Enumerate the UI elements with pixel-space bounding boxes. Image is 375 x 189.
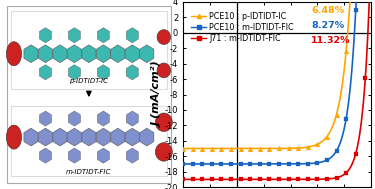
Polygon shape: [96, 45, 111, 63]
Polygon shape: [39, 65, 51, 80]
Circle shape: [155, 143, 172, 161]
Polygon shape: [68, 65, 81, 80]
Polygon shape: [82, 128, 96, 146]
Polygon shape: [68, 28, 81, 43]
Polygon shape: [68, 148, 81, 163]
Text: 11.32%: 11.32%: [311, 36, 351, 45]
Polygon shape: [98, 28, 109, 43]
Polygon shape: [68, 111, 81, 126]
Text: 8.27%: 8.27%: [311, 21, 344, 30]
Polygon shape: [98, 65, 109, 80]
Text: 6.48%: 6.48%: [311, 6, 344, 15]
Polygon shape: [126, 111, 138, 126]
Polygon shape: [39, 111, 51, 126]
Polygon shape: [82, 45, 96, 63]
Ellipse shape: [6, 42, 22, 66]
Polygon shape: [126, 65, 138, 80]
Polygon shape: [53, 45, 67, 63]
Polygon shape: [38, 45, 53, 63]
Polygon shape: [111, 128, 125, 146]
Circle shape: [157, 63, 171, 78]
Polygon shape: [39, 148, 51, 163]
Polygon shape: [125, 45, 140, 63]
Text: p-IDTIDT-IC: p-IDTIDT-IC: [69, 78, 108, 84]
FancyBboxPatch shape: [10, 11, 167, 89]
Polygon shape: [126, 28, 138, 43]
Y-axis label: J (mA/cm²): J (mA/cm²): [153, 62, 163, 127]
Polygon shape: [53, 128, 67, 146]
Polygon shape: [125, 128, 140, 146]
Polygon shape: [68, 128, 81, 146]
Polygon shape: [24, 45, 38, 63]
Polygon shape: [39, 28, 51, 43]
Circle shape: [155, 113, 172, 132]
Circle shape: [157, 30, 171, 44]
Polygon shape: [126, 148, 138, 163]
Polygon shape: [38, 128, 53, 146]
Polygon shape: [68, 45, 81, 63]
Ellipse shape: [6, 125, 22, 149]
Polygon shape: [140, 45, 154, 63]
Polygon shape: [24, 128, 38, 146]
Polygon shape: [140, 128, 154, 146]
Polygon shape: [98, 111, 109, 126]
Legend: PCE10 : p-IDTIDT-IC, PCE10 : m-IDTIDT-FIC, J71 : m-IDTIDT-FIC: PCE10 : p-IDTIDT-IC, PCE10 : m-IDTIDT-FI…: [189, 10, 296, 46]
Polygon shape: [96, 128, 111, 146]
Polygon shape: [98, 148, 109, 163]
Text: m-IDTIDT-FIC: m-IDTIDT-FIC: [66, 169, 112, 175]
FancyBboxPatch shape: [10, 106, 167, 176]
FancyBboxPatch shape: [7, 6, 171, 183]
Polygon shape: [111, 45, 125, 63]
